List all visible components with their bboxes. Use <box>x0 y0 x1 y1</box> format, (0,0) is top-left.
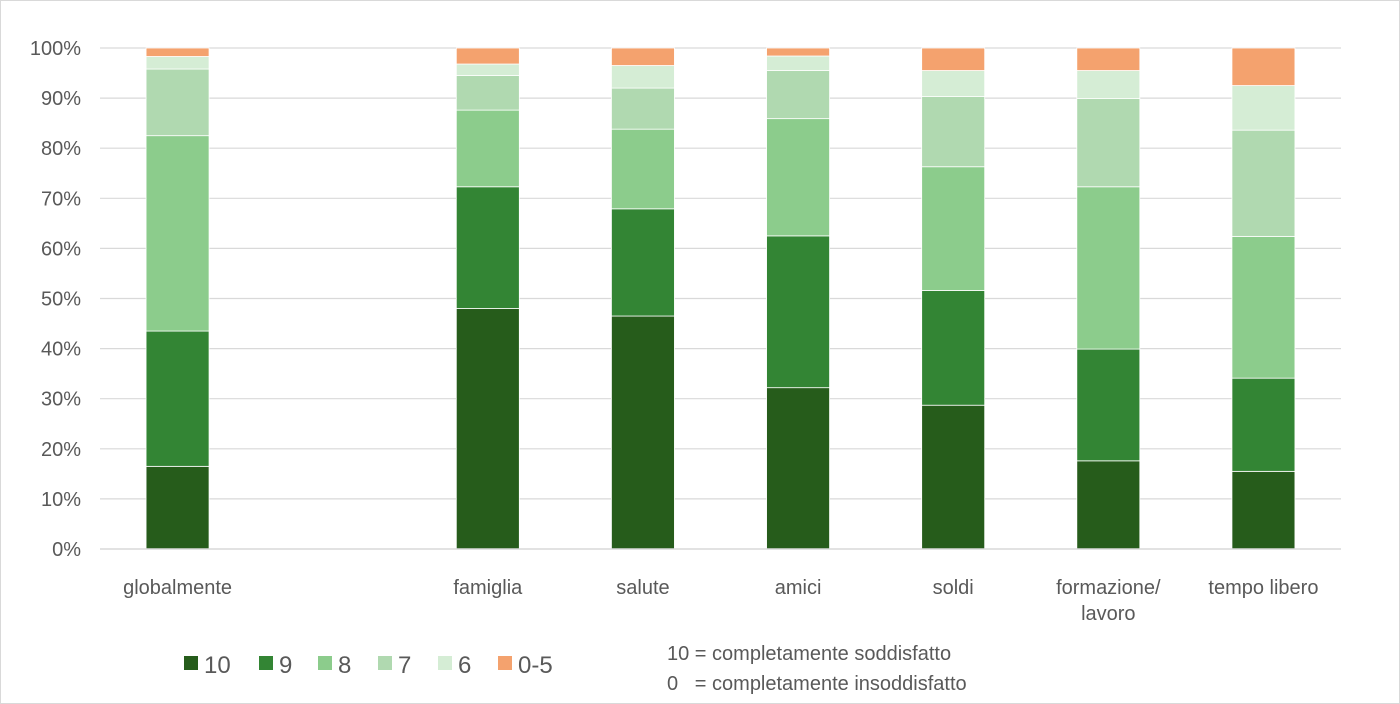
bar-segment <box>1231 470 1296 550</box>
bar-segment <box>1076 70 1141 100</box>
y-tick-label: 0% <box>52 539 81 561</box>
x-axis-categories: globalmente famiglia salute amici soldi forma… <box>123 577 1318 625</box>
bar-segment <box>145 68 210 137</box>
bar-segment <box>145 330 210 467</box>
bar-segment <box>921 290 986 406</box>
bar-segment <box>455 75 520 111</box>
note-line-2: 0 = completamente insoddisfatto <box>667 673 967 695</box>
legend-swatch <box>438 656 452 670</box>
bar-segment <box>1231 235 1296 379</box>
legend-label: 7 <box>398 652 411 679</box>
bar-segment <box>766 70 830 120</box>
legend-label: 6 <box>458 652 471 679</box>
x-category-label: globalmente <box>123 577 232 599</box>
bar-segment <box>921 47 986 71</box>
bar-segment <box>1231 85 1296 131</box>
y-tick-label: 50% <box>41 289 81 311</box>
x-category-label: salute <box>616 577 669 599</box>
bar-segment <box>145 47 210 57</box>
bar-segment <box>611 87 675 130</box>
x-category-label: soldi <box>933 577 974 599</box>
bar-segment <box>611 208 675 317</box>
bar-segment <box>455 63 520 76</box>
legend-label: 8 <box>338 652 351 679</box>
legend-swatch <box>184 656 198 670</box>
bar-segment <box>1076 186 1141 350</box>
bar-segment <box>611 47 675 66</box>
x-category-label: amici <box>775 577 822 599</box>
y-tick-label: 90% <box>41 88 81 110</box>
bar-segment <box>921 96 986 168</box>
legend-label: 0-5 <box>518 652 553 679</box>
bar-segment <box>1231 377 1296 472</box>
bar-segment <box>921 70 986 97</box>
scale-note: 10 = completamente soddisfatto 0 = compl… <box>667 643 967 695</box>
y-tick-label: 30% <box>41 389 81 411</box>
legend-swatch <box>259 656 273 670</box>
x-category-label: formazione/lavoro <box>1056 577 1161 625</box>
y-tick-label: 80% <box>41 138 81 160</box>
bar-segment <box>1076 98 1141 188</box>
legend-swatch <box>318 656 332 670</box>
bar-segment <box>611 315 675 550</box>
y-axis-ticks: 0% 10% 20% 30% 40% 50% 60% 70% 80% 90% 100% <box>30 38 81 561</box>
y-tick-label: 20% <box>41 439 81 461</box>
bar-segment <box>766 118 830 237</box>
x-category-label: famiglia <box>453 577 523 599</box>
bar-segment <box>455 47 520 65</box>
bar-segment <box>766 55 830 71</box>
legend-swatch <box>498 656 512 670</box>
bar-segment <box>1076 348 1141 462</box>
legend-label: 10 <box>204 652 231 679</box>
bar-segment <box>455 308 520 550</box>
bar-segment <box>1076 47 1141 71</box>
bar-segment <box>611 128 675 210</box>
bar-segment <box>145 465 210 550</box>
y-tick-label: 10% <box>41 489 81 511</box>
bar-segment <box>921 404 986 550</box>
y-tick-label: 70% <box>41 188 81 210</box>
y-tick-label: 60% <box>41 238 81 260</box>
bar-segment <box>611 65 675 89</box>
bar-segment <box>1076 460 1141 550</box>
legend: 10 9 8 7 6 0-5 <box>184 652 553 679</box>
bar-segment <box>145 56 210 70</box>
bar-segment <box>921 166 986 291</box>
bar-segment <box>145 135 210 332</box>
x-category-label: tempo libero <box>1208 577 1318 599</box>
bar-segment <box>766 47 830 57</box>
bar-segment <box>1231 129 1296 237</box>
gridlines <box>100 47 1341 500</box>
note-line-1: 10 = completamente soddisfatto <box>667 643 951 665</box>
bar-segment <box>455 186 520 309</box>
bars <box>145 47 1296 550</box>
bar-segment <box>455 109 520 188</box>
y-tick-label: 100% <box>30 38 81 60</box>
bar-segment <box>1231 47 1296 86</box>
bar-segment <box>766 387 830 550</box>
legend-label: 9 <box>279 652 292 679</box>
legend-swatch <box>378 656 392 670</box>
bar-segment <box>766 235 830 389</box>
y-tick-label: 40% <box>41 339 81 361</box>
